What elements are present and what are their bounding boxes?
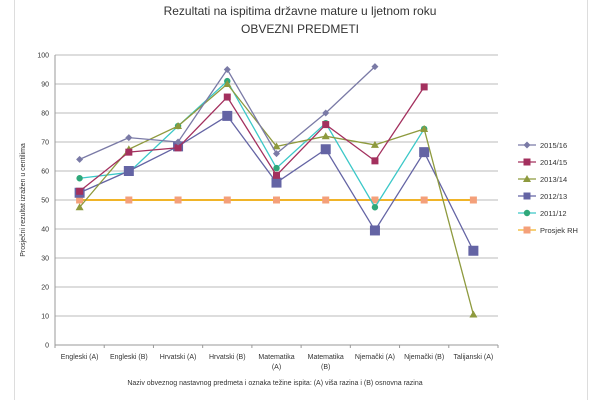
data-point: [271, 177, 282, 188]
data-point: [523, 175, 531, 182]
y-tick-label: 40: [41, 227, 49, 234]
data-point: [223, 196, 231, 204]
series-2015-16: [76, 63, 379, 163]
data-point: [123, 166, 134, 176]
data-point: [322, 196, 330, 204]
data-point: [174, 196, 182, 204]
y-tick-label: 80: [41, 111, 49, 118]
chart-frame: [14, 0, 588, 400]
y-tick-label: 70: [41, 140, 49, 147]
legend-item: 2014/15: [518, 158, 567, 167]
data-point: [223, 93, 231, 101]
y-tick-label: 100: [37, 53, 49, 60]
data-point: [420, 124, 429, 132]
data-point: [371, 157, 379, 165]
data-point: [320, 144, 331, 155]
data-point: [76, 155, 84, 163]
data-point: [369, 225, 380, 236]
x-axis-label: Naziv obveznog nastavnog predmeta i ozna…: [127, 380, 422, 387]
data-point: [371, 196, 379, 204]
data-point: [371, 63, 379, 71]
data-point: [322, 109, 330, 117]
data-point: [222, 110, 233, 121]
legend-item: 2015/16: [518, 141, 567, 150]
y-tick-label: 20: [41, 285, 49, 292]
y-axis-label: Prosječni rezultat izražen u centilima: [20, 143, 27, 257]
data-point: [125, 134, 133, 142]
data-point: [523, 192, 531, 200]
data-point: [469, 310, 478, 318]
y-tick-label: 0: [45, 343, 49, 350]
legend-label: 2011/12: [540, 209, 567, 218]
data-point: [273, 196, 280, 204]
data-point: [419, 147, 430, 158]
x-tick-label: Matematika: [258, 354, 294, 361]
data-point: [523, 209, 531, 217]
y-tick-label: 90: [41, 82, 49, 89]
x-tick-label: Njemački (B): [404, 354, 444, 361]
chart-title: Rezultati na ispitima državne mature u l…: [164, 4, 437, 18]
data-point: [370, 140, 379, 148]
x-tick-label: (B): [321, 364, 330, 371]
legend-label: 2014/15: [540, 158, 567, 167]
data-point: [468, 245, 479, 256]
x-tick-label: Hrvatski (B): [209, 354, 246, 361]
data-point: [223, 80, 232, 87]
data-point: [125, 148, 133, 156]
chart-subtitle: OBVEZNI PREDMETI: [241, 22, 359, 36]
x-tick-label: Hrvatski (A): [160, 354, 197, 361]
legend-item: 2013/14: [518, 175, 567, 184]
series-2012-13: [74, 110, 479, 256]
y-tick-label: 50: [41, 198, 49, 205]
legend-label: 2015/16: [540, 141, 567, 150]
series-line: [79, 86, 425, 192]
series-line: [79, 80, 425, 209]
legend-item: Prosjek RH: [518, 226, 578, 235]
series-prosjek-rh: [76, 196, 477, 204]
x-tick-label: Njemački (A): [355, 354, 395, 361]
legend-label: 2012/13: [540, 192, 567, 201]
data-point: [420, 83, 428, 91]
x-tick-label: Engleski (B): [110, 354, 148, 361]
data-point: [523, 158, 531, 166]
x-tick-label: (A): [272, 364, 281, 371]
data-point: [322, 121, 330, 129]
data-point: [371, 204, 379, 211]
data-point: [76, 175, 83, 182]
legend-item: 2012/13: [518, 192, 567, 201]
legend-label: 2013/14: [540, 175, 567, 184]
data-point: [174, 138, 182, 146]
data-point: [273, 150, 280, 158]
y-tick-label: 60: [41, 169, 49, 176]
x-tick-label: Engleski (A): [61, 354, 99, 361]
series-2014-15: [76, 83, 428, 195]
data-point: [273, 164, 280, 172]
legend-label: Prosjek RH: [540, 226, 578, 235]
series-2013-14: [75, 80, 478, 318]
data-point: [174, 122, 183, 130]
data-point: [523, 226, 531, 234]
x-tick-label: Matematika: [308, 354, 344, 361]
data-point: [272, 142, 281, 150]
data-point: [523, 141, 531, 149]
y-tick-label: 30: [41, 256, 49, 263]
data-point: [75, 203, 84, 211]
y-tick-label: 10: [41, 314, 49, 321]
data-point: [420, 196, 428, 204]
data-point: [223, 66, 231, 73]
data-point: [125, 196, 133, 204]
data-point: [76, 187, 84, 195]
data-point: [273, 171, 280, 179]
x-tick-label: Talijanski (A): [454, 354, 494, 361]
data-point: [469, 196, 477, 204]
data-point: [321, 132, 330, 140]
data-point: [76, 196, 84, 204]
legend-item: 2011/12: [518, 209, 567, 218]
data-point: [174, 144, 182, 152]
